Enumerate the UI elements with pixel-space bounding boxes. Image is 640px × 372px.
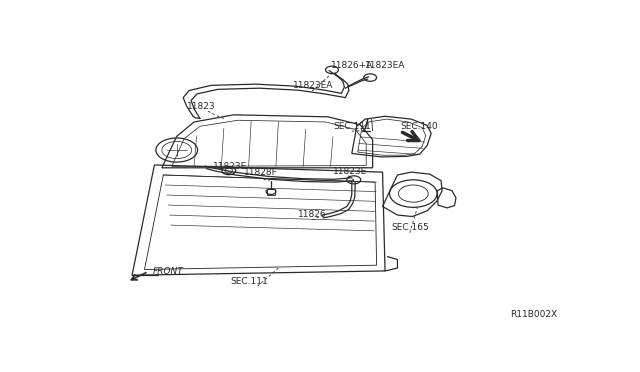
Text: 11823E: 11823E: [213, 162, 247, 171]
Text: 11826: 11826: [298, 211, 327, 219]
Text: 11823EA: 11823EA: [365, 61, 406, 70]
Text: FRONT: FRONT: [153, 267, 184, 276]
Text: 11823EA: 11823EA: [293, 81, 333, 90]
Text: 11823: 11823: [187, 102, 215, 110]
Text: SEC.111: SEC.111: [231, 277, 269, 286]
Text: 11823E: 11823E: [333, 167, 367, 176]
Text: SEC.165: SEC.165: [392, 223, 429, 232]
Text: SEC.140: SEC.140: [400, 122, 438, 131]
Text: R11B002X: R11B002X: [510, 310, 557, 319]
Text: SEC.111: SEC.111: [333, 122, 371, 131]
Text: 11828F: 11828F: [244, 168, 277, 177]
Text: 11826+A: 11826+A: [330, 61, 372, 70]
